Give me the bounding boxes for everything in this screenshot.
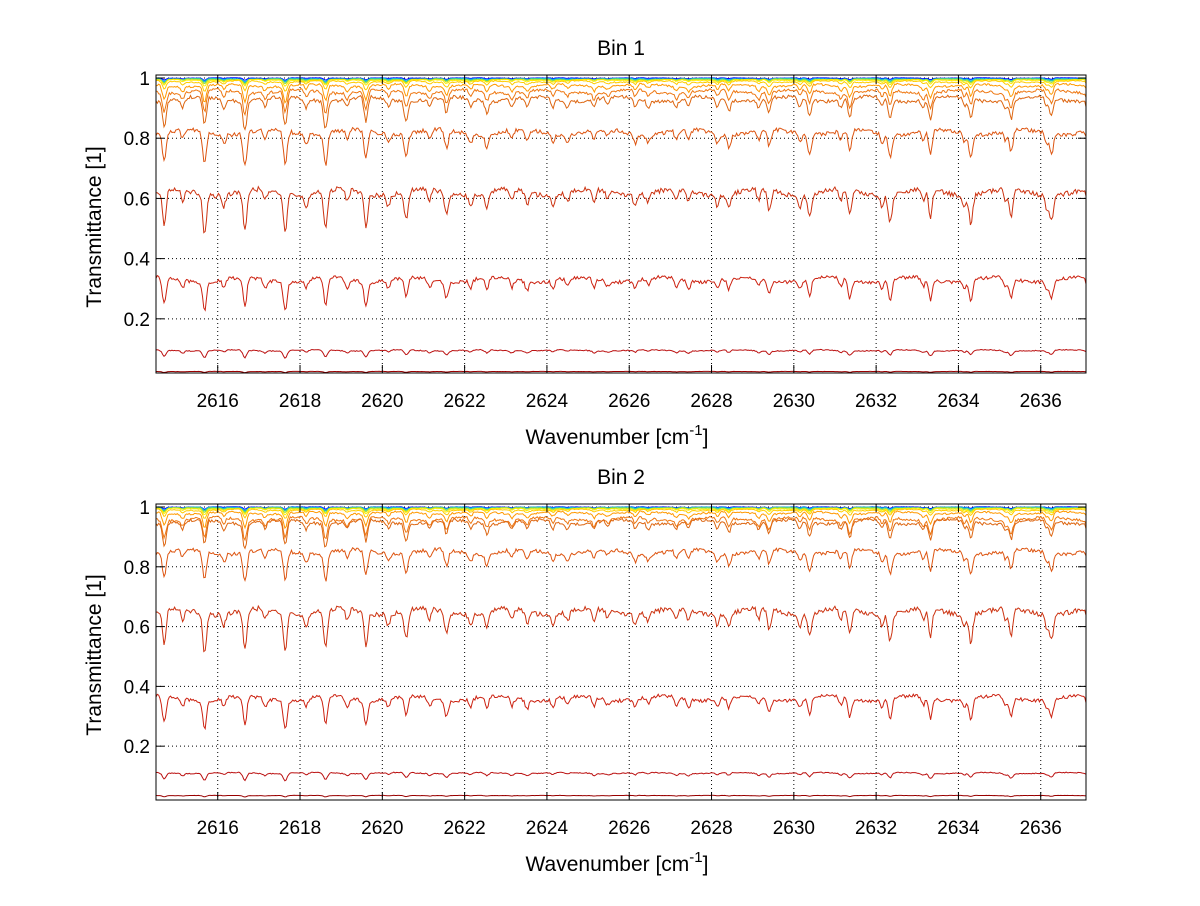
x-tick-label: 2628 — [690, 391, 732, 412]
y-tick-label: 0.4 — [124, 250, 151, 271]
x-tick-label: 2634 — [937, 818, 980, 839]
x-tick-label: 2634 — [937, 391, 980, 412]
x-tick-label: 2622 — [443, 818, 485, 839]
x-tick-label: 2626 — [608, 818, 650, 839]
series-line-8 — [155, 515, 1087, 542]
x-tick-label: 2620 — [361, 391, 403, 412]
x-axis-label-superscript: -1 — [689, 422, 702, 439]
x-tick-label: 2618 — [279, 818, 321, 839]
series-line-11 — [156, 185, 1087, 234]
series-line-12 — [155, 693, 1087, 731]
series-line-14 — [155, 794, 1087, 798]
y-tick-label: 0.6 — [124, 189, 150, 210]
series-line-5 — [155, 78, 1087, 87]
chart-panel-1: 2616 2618 2620 2622 2624 2626 2628 2630 2632 2634… — [83, 37, 1087, 449]
y-tick-label: 0.8 — [124, 129, 150, 150]
series-line-13 — [155, 771, 1087, 782]
x-tick-label: 2622 — [443, 391, 485, 412]
x-axis-label: Wavenumber [cm-1] — [526, 422, 709, 449]
x-tick-label: 2636 — [1020, 818, 1062, 839]
x-tick-label: 2624 — [526, 391, 569, 412]
x-axis-label-main: Wavenumber [cm — [526, 853, 690, 876]
x-tick-label: 2632 — [855, 391, 897, 412]
x-tick-label: 2620 — [361, 818, 403, 839]
y-tick-label: 0.6 — [124, 618, 150, 639]
y-tick-label: 0.2 — [124, 310, 150, 331]
series-line-7 — [155, 82, 1087, 104]
series-line-14 — [156, 370, 1087, 374]
x-axis-label-superscript: -1 — [689, 849, 702, 866]
series-line-6 — [155, 79, 1087, 92]
series-line-3 — [156, 77, 1087, 84]
series-line-6 — [155, 508, 1087, 519]
x-tick-label: 2616 — [197, 391, 239, 412]
x-tick-label: 2632 — [855, 818, 897, 839]
x-tick-label: 2630 — [773, 391, 815, 412]
x-tick-label: 2630 — [773, 818, 815, 839]
series-line-10 — [155, 126, 1087, 167]
series-line-8 — [155, 87, 1087, 117]
x-tick-label: 2624 — [526, 818, 569, 839]
plot-area — [156, 75, 1086, 373]
x-tick-label: 2636 — [1020, 391, 1062, 412]
y-tick-label: 0.8 — [124, 558, 150, 579]
series-line-4 — [155, 507, 1087, 514]
plot-area — [156, 504, 1086, 800]
series-line-9 — [155, 517, 1087, 550]
chart-title: Bin 1 — [597, 37, 645, 60]
x-axis-label-end: ] — [703, 853, 709, 876]
chart-title: Bin 2 — [597, 466, 645, 489]
series-line-12 — [155, 274, 1087, 312]
y-tick-label: 0.2 — [124, 737, 150, 758]
y-axis-label: Transmittance [1] — [83, 574, 106, 735]
series-line-13 — [155, 348, 1087, 359]
series-line-11 — [155, 604, 1087, 653]
series-line-9 — [155, 94, 1087, 131]
series-line-10 — [155, 546, 1087, 582]
y-tick-label: 0.4 — [124, 677, 151, 698]
x-tick-label: 2618 — [279, 391, 321, 412]
series-line-4 — [156, 78, 1086, 85]
y-axis-label: Transmittance [1] — [83, 146, 106, 307]
x-tick-label: 2626 — [608, 391, 650, 412]
x-axis-label-end: ] — [703, 426, 709, 449]
axes-box — [155, 74, 1087, 374]
y-tick-label: 1 — [139, 69, 150, 90]
x-tick-label: 2616 — [197, 818, 239, 839]
axes-box — [155, 503, 1087, 801]
series-line-3 — [156, 506, 1087, 512]
x-axis-label-main: Wavenumber [cm — [526, 426, 690, 449]
chart-panel-2: 2616 2618 2620 2622 2624 2626 2628 2630 2632 2634… — [83, 466, 1087, 876]
x-tick-label: 2628 — [690, 818, 732, 839]
series-line-7 — [155, 510, 1087, 530]
x-axis-label: Wavenumber [cm-1] — [526, 849, 709, 876]
y-tick-label: 1 — [139, 498, 150, 519]
